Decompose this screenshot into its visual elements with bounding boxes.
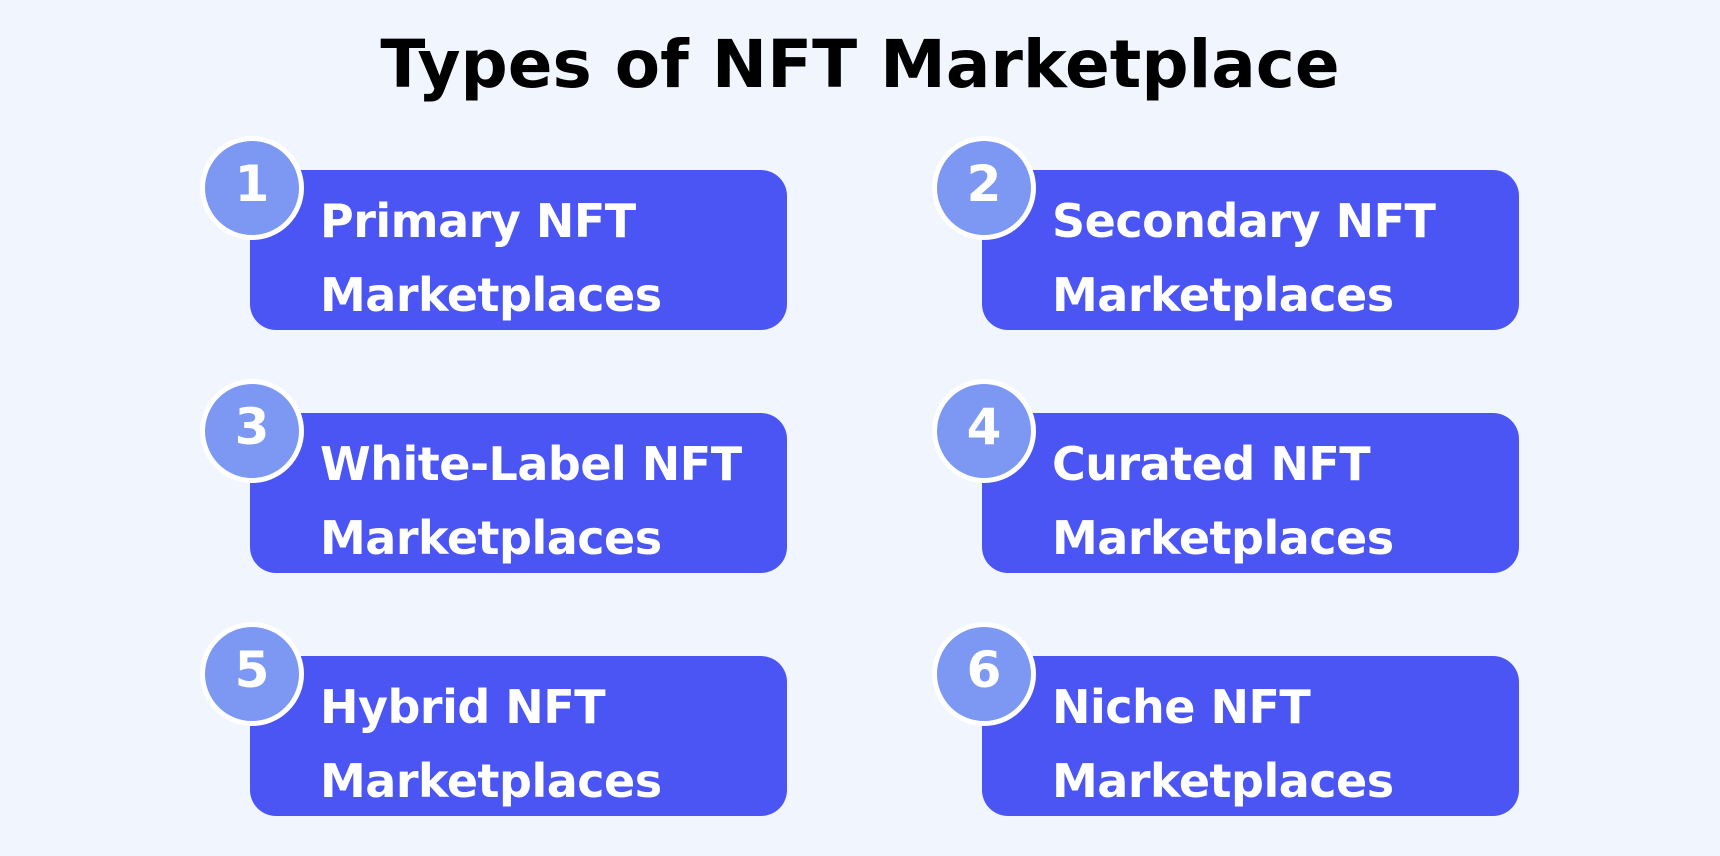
- marketplace-type-item-5: Hybrid NFT Marketplaces 5: [200, 622, 787, 832]
- marketplace-type-item-1: Primary NFT Marketplaces 1: [200, 136, 787, 346]
- number-badge-value: 1: [234, 155, 270, 213]
- marketplace-type-card: Curated NFT Marketplaces: [982, 413, 1519, 573]
- number-badge-value: 2: [966, 155, 1002, 213]
- marketplace-type-card: Niche NFT Marketplaces: [982, 656, 1519, 816]
- marketplace-type-label-line2: Marketplaces: [320, 511, 662, 565]
- number-badge: 3: [200, 379, 304, 483]
- marketplace-type-item-4: Curated NFT Marketplaces 4: [932, 379, 1519, 589]
- number-badge-value: 5: [234, 641, 270, 699]
- number-badge: 2: [932, 136, 1036, 240]
- marketplace-type-item-2: Secondary NFT Marketplaces 2: [932, 136, 1519, 346]
- number-badge: 1: [200, 136, 304, 240]
- marketplace-type-label-line1: Curated NFT: [1052, 437, 1371, 491]
- number-badge-value: 4: [966, 398, 1002, 456]
- number-badge: 6: [932, 622, 1036, 726]
- number-badge-value: 6: [966, 641, 1002, 699]
- marketplace-type-card: Secondary NFT Marketplaces: [982, 170, 1519, 330]
- marketplace-type-label-line2: Marketplaces: [320, 268, 662, 322]
- marketplace-type-label-line2: Marketplaces: [1052, 268, 1394, 322]
- marketplace-type-label: Primary NFT Marketplaces: [320, 184, 780, 332]
- marketplace-type-label-line1: Niche NFT: [1052, 680, 1311, 734]
- marketplace-type-label-line2: Marketplaces: [1052, 511, 1394, 565]
- marketplace-type-label: Curated NFT Marketplaces: [1052, 427, 1512, 575]
- number-badge-value: 3: [234, 398, 270, 456]
- marketplace-type-label-line1: Primary NFT: [320, 194, 636, 248]
- marketplace-type-item-3: White-Label NFT Marketplaces 3: [200, 379, 787, 589]
- marketplace-type-card: Primary NFT Marketplaces: [250, 170, 787, 330]
- page-title: Types of NFT Marketplace: [380, 26, 1340, 103]
- marketplace-type-label-line1: White-Label NFT: [320, 437, 742, 491]
- marketplace-type-label-line1: Hybrid NFT: [320, 680, 606, 734]
- marketplace-type-label: Niche NFT Marketplaces: [1052, 670, 1512, 818]
- marketplace-type-card: White-Label NFT Marketplaces: [250, 413, 787, 573]
- marketplace-type-label: White-Label NFT Marketplaces: [320, 427, 780, 575]
- marketplace-type-label: Hybrid NFT Marketplaces: [320, 670, 780, 818]
- marketplace-type-label-line1: Secondary NFT: [1052, 194, 1436, 248]
- marketplace-type-label: Secondary NFT Marketplaces: [1052, 184, 1512, 332]
- marketplace-type-label-line2: Marketplaces: [320, 754, 662, 808]
- marketplace-type-item-6: Niche NFT Marketplaces 6: [932, 622, 1519, 832]
- marketplace-type-label-line2: Marketplaces: [1052, 754, 1394, 808]
- number-badge: 4: [932, 379, 1036, 483]
- number-badge: 5: [200, 622, 304, 726]
- marketplace-type-card: Hybrid NFT Marketplaces: [250, 656, 787, 816]
